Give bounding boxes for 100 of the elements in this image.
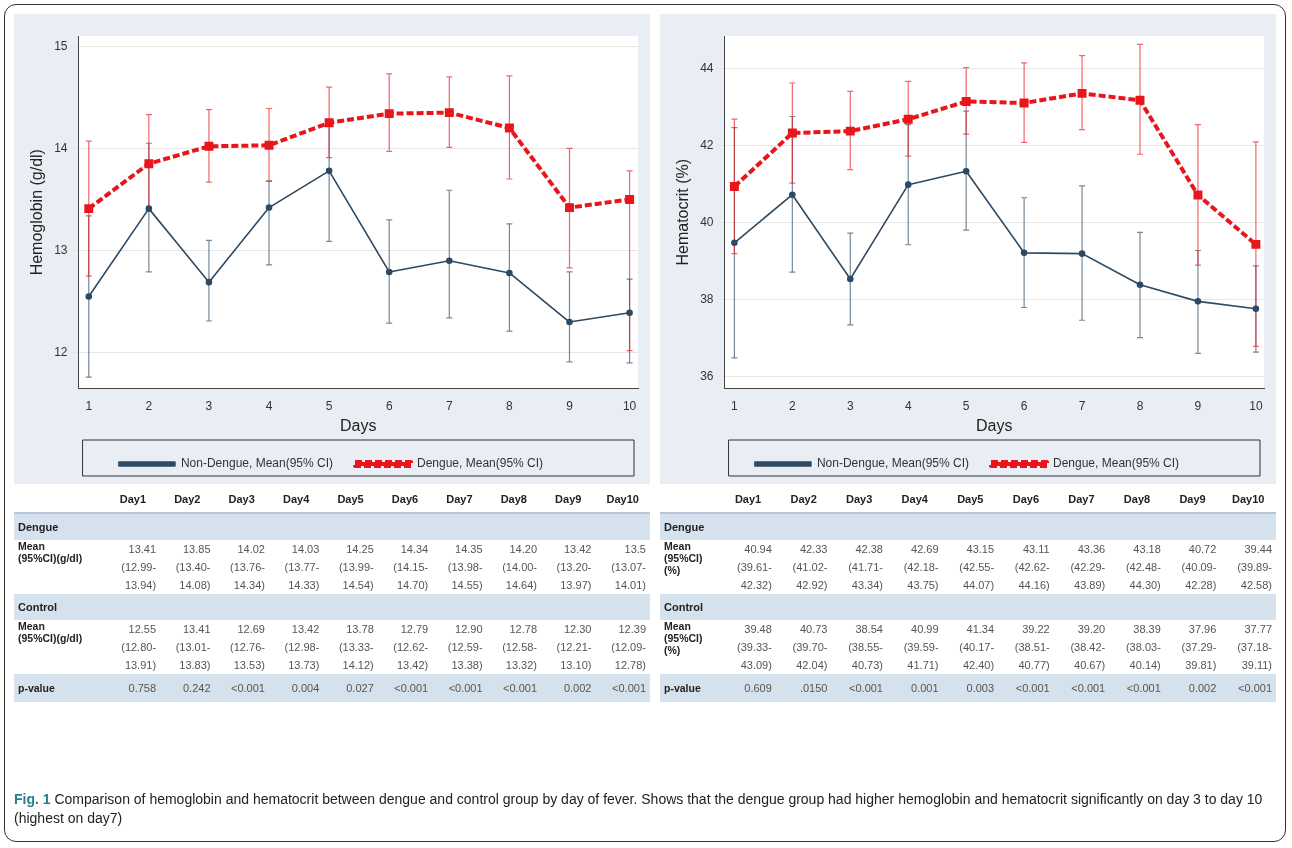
text: p-value: [660, 674, 721, 702]
x-tick-label: 2: [789, 398, 796, 413]
y-tick-label: 36: [700, 369, 714, 384]
text: Day2: [160, 486, 215, 513]
text: 41.34 (40.17- 42.40): [959, 623, 995, 671]
text: Day8: [1109, 486, 1165, 513]
text: 14.35 (13.98- 14.55): [447, 543, 483, 591]
text: 14.20 (14.00- 14.64): [502, 543, 538, 591]
text: 37.96 (37.29- 39.81): [1181, 623, 1217, 671]
x-tick-label: 10: [622, 398, 637, 413]
text: 0.242: [160, 674, 215, 702]
text: 39.22 (38.51- 40.77): [1014, 623, 1050, 671]
text: 42.38 (41.71- 43.34): [848, 543, 883, 591]
text: <0.001: [377, 674, 433, 702]
text: <0.001: [998, 674, 1054, 702]
text: 39.20 (38.42- 40.67): [1070, 623, 1106, 671]
text: 14.34 (14.15- 14.70): [393, 543, 429, 591]
x-tick-label: 6: [385, 398, 393, 413]
text: Day10: [1220, 486, 1276, 513]
text: Day6: [998, 486, 1054, 513]
text: 37.77 (37.18- 39.11): [1237, 623, 1272, 671]
x-tick-label: 2: [145, 398, 153, 413]
x-tick-label: 3: [846, 398, 854, 413]
legend-label: Non-Dengue, Mean(95% CI): [816, 456, 970, 471]
text: Day7: [1053, 486, 1110, 513]
y-tick-label: 12: [54, 344, 68, 359]
text: p-value: [14, 674, 106, 702]
y-axis-title: Hemoglobin (g/dl): [28, 149, 46, 276]
text: Control: [660, 594, 1276, 620]
text: 12.79 (12.62- 13.42): [393, 623, 429, 671]
x-tick-label: 5: [325, 398, 333, 413]
text: Day1: [105, 486, 161, 513]
text: 13.5 (13.07- 14.01): [611, 543, 646, 591]
text: 13.41 (13.01- 13.83): [175, 623, 211, 671]
x-tick-label: 4: [265, 398, 273, 413]
text: <0.001: [486, 674, 542, 702]
text: 43.36 (42.29- 43.89): [1070, 543, 1106, 591]
x-axis-title: Days: [976, 416, 1013, 434]
x-tick-label: 1: [731, 398, 739, 413]
text: 40.73 (39.70- 42.04): [792, 623, 828, 671]
text: 42.69 (42.18- 43.75): [903, 543, 939, 591]
caption: Fig. 1 Comparison of hemoglobin and hematocrit between dengue and control group by day of fever. Shows that the dengue group had higher hemoglobin and hematocrit significantly on day 3 to day 10 (highest on day7): [14, 790, 1264, 828]
text: 14.02 (13.76- 14.34): [230, 543, 265, 591]
text: 0.004: [268, 674, 324, 702]
text: Dengue: [14, 513, 650, 540]
text: Day4: [268, 486, 324, 513]
text: 14.03 (13.77- 14.33): [284, 543, 320, 591]
text: 0.027: [323, 674, 378, 702]
text: Day9: [541, 486, 596, 513]
text: Day1: [720, 486, 776, 513]
x-tick-label: 1: [85, 398, 93, 413]
x-tick-label: 9: [1194, 398, 1202, 413]
text: Day2: [775, 486, 832, 513]
text: 12.39 (12.09- 12.78): [611, 623, 646, 671]
x-tick-label: 3: [205, 398, 213, 413]
text: 42.33 (41.02- 42.92): [792, 543, 828, 591]
text: 0.001: [886, 674, 943, 702]
text: Mean (95%CI)(g/dl): [17, 620, 84, 646]
text: Day3: [214, 486, 269, 513]
x-tick-label: 7: [445, 398, 453, 413]
text: 13.42 (12.98- 13.73): [284, 623, 320, 671]
text: 40.94 (39.61- 42.32): [737, 543, 772, 591]
text: 0.758: [105, 674, 161, 702]
text: 12.90 (12.59- 13.38): [447, 623, 483, 671]
text: <0.001: [214, 674, 269, 702]
text: <0.001: [432, 674, 487, 702]
text: <0.001: [1053, 674, 1110, 702]
y-tick-label: 15: [54, 38, 68, 53]
text: 39.44 (39.89- 42.58): [1237, 543, 1272, 591]
text: 38.54 (38.55- 40.73): [848, 623, 883, 671]
text: 13.41 (12.99- 13.94): [121, 543, 157, 591]
text: 43.18 (42.48- 44.30): [1125, 543, 1161, 591]
y-tick-label: 13: [54, 242, 68, 257]
text: <0.001: [831, 674, 887, 702]
text: 13.78 (13.33- 14.12): [338, 623, 374, 671]
text: .0150: [775, 674, 832, 702]
legend-label: Dengue, Mean(95% CI): [417, 456, 544, 471]
x-tick-label: 8: [1136, 398, 1144, 413]
legend-label: Non-Dengue, Mean(95% CI): [180, 456, 334, 471]
text: 0.609: [720, 674, 776, 702]
text: 13.85 (13.40- 14.08): [175, 543, 211, 591]
x-tick-label: 9: [566, 398, 574, 413]
text: Day9: [1164, 486, 1221, 513]
text: Mean (95%CI)(g/dl): [17, 540, 84, 566]
text: 0.002: [1164, 674, 1221, 702]
text: 43.15 (42.55- 44.07): [959, 543, 995, 591]
text: <0.001: [1109, 674, 1165, 702]
y-tick-label: 42: [700, 138, 714, 153]
legend-label: Dengue, Mean(95% CI): [1053, 456, 1180, 471]
y-tick-label: 40: [700, 215, 714, 230]
text: 12.69 (12.76- 13.53): [230, 623, 265, 671]
text: Dengue: [660, 513, 1276, 540]
text: 43.11 (42.62- 44.16): [1014, 543, 1050, 591]
text: 14.25 (13.99- 14.54): [338, 543, 374, 591]
x-tick-label: 6: [1020, 398, 1028, 413]
y-tick-label: 38: [700, 292, 714, 307]
text: 12.30 (12.21- 13.10): [556, 623, 592, 671]
x-tick-label: 8: [506, 398, 514, 413]
x-axis-title: Days: [340, 416, 377, 434]
text: 40.99 (39.59- 41.71): [903, 623, 939, 671]
